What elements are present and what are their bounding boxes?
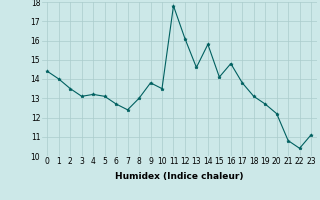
X-axis label: Humidex (Indice chaleur): Humidex (Indice chaleur) <box>115 172 244 181</box>
